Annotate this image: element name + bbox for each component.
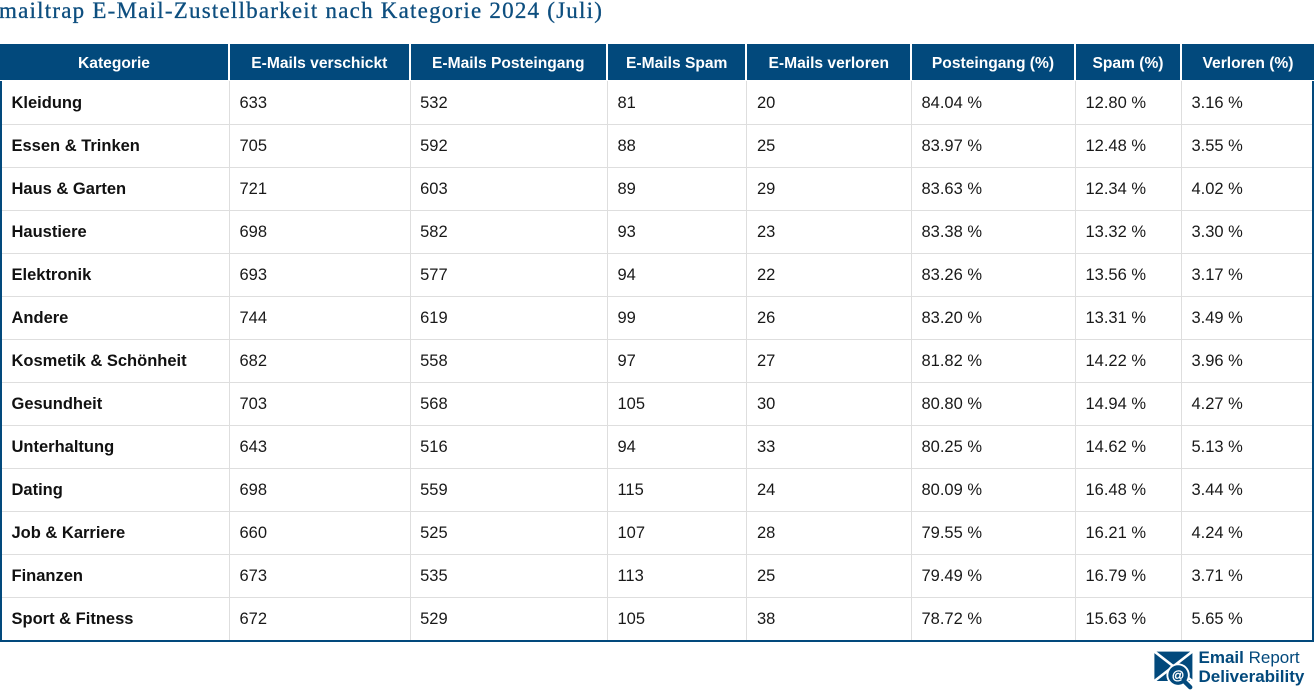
svg-text:@: @ xyxy=(1171,668,1184,682)
